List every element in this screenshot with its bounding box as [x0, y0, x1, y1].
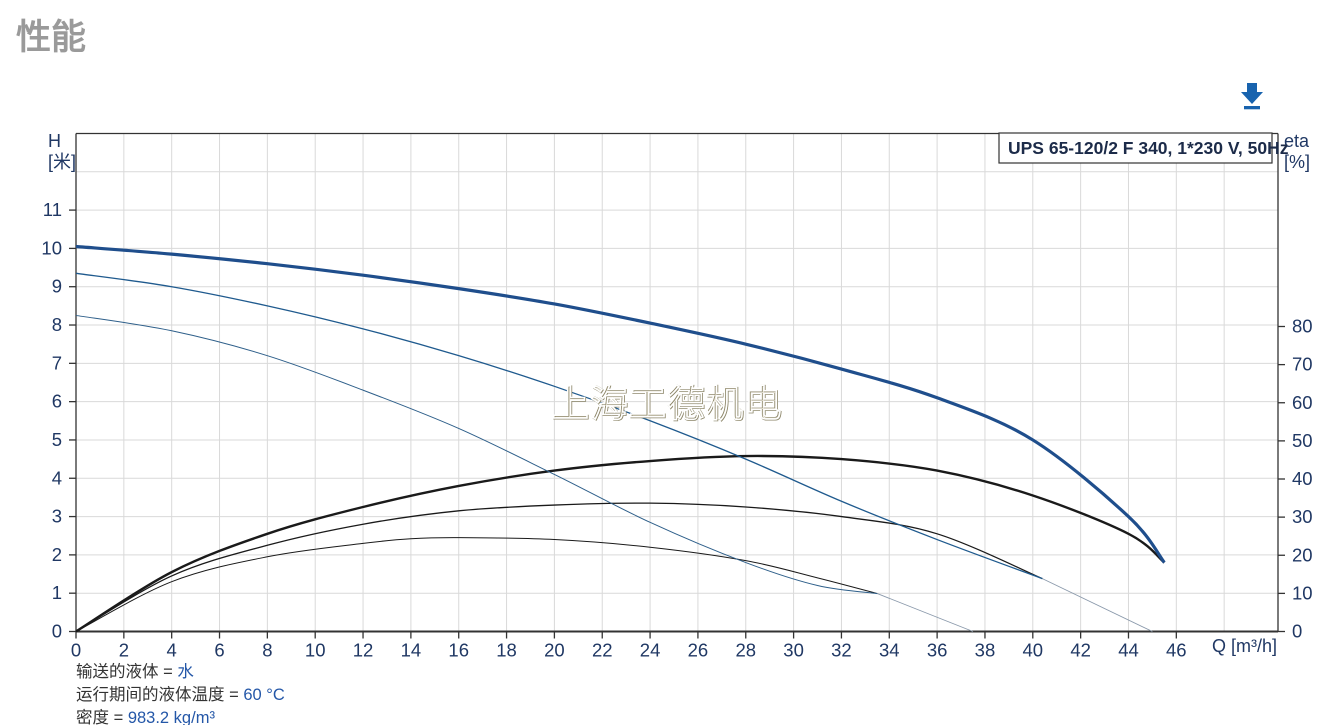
svg-text:9: 9	[52, 276, 62, 297]
svg-text:46: 46	[1166, 640, 1187, 661]
svg-text:18: 18	[496, 640, 517, 661]
svg-text:38: 38	[975, 640, 996, 661]
svg-text:16: 16	[448, 640, 469, 661]
svg-text:10: 10	[1292, 582, 1313, 603]
svg-text:[米]: [米]	[48, 152, 76, 172]
svg-text:6: 6	[52, 391, 62, 412]
svg-text:70: 70	[1292, 354, 1313, 375]
svg-text:34: 34	[879, 640, 900, 661]
svg-text:30: 30	[783, 640, 804, 661]
svg-text:50: 50	[1292, 430, 1313, 451]
svg-text:42: 42	[1070, 640, 1091, 661]
svg-text:80: 80	[1292, 316, 1313, 337]
svg-text:44: 44	[1118, 640, 1139, 661]
svg-text:4: 4	[167, 640, 177, 661]
svg-text:20: 20	[544, 640, 565, 661]
svg-text:6: 6	[214, 640, 224, 661]
svg-text:11: 11	[43, 199, 62, 220]
svg-text:0: 0	[71, 640, 81, 661]
svg-text:0: 0	[1292, 621, 1302, 642]
svg-text:8: 8	[52, 314, 62, 335]
svg-text:40: 40	[1023, 640, 1044, 661]
svg-text:5: 5	[52, 429, 62, 450]
svg-text:2: 2	[52, 544, 62, 565]
svg-text:4: 4	[52, 467, 62, 488]
svg-text:7: 7	[52, 352, 62, 373]
svg-text:10: 10	[305, 640, 326, 661]
svg-text:上海工德机电: 上海工德机电	[552, 383, 783, 424]
svg-text:28: 28	[735, 640, 756, 661]
svg-text:UPS 65-120/2 F 340, 1*230 V, 5: UPS 65-120/2 F 340, 1*230 V, 50Hz	[1008, 138, 1289, 158]
svg-text:1: 1	[52, 582, 62, 603]
svg-text:40: 40	[1292, 468, 1313, 489]
svg-text:8: 8	[262, 640, 272, 661]
svg-text:32: 32	[831, 640, 852, 661]
svg-text:3: 3	[52, 506, 62, 527]
svg-text:36: 36	[927, 640, 948, 661]
svg-text:10: 10	[41, 237, 62, 258]
svg-text:H: H	[48, 131, 61, 151]
svg-text:60: 60	[1292, 392, 1313, 413]
svg-text:14: 14	[401, 640, 422, 661]
svg-text:30: 30	[1292, 506, 1313, 527]
svg-text:24: 24	[640, 640, 661, 661]
svg-text:2: 2	[119, 640, 129, 661]
svg-text:26: 26	[688, 640, 709, 661]
svg-text:20: 20	[1292, 544, 1313, 565]
svg-text:22: 22	[592, 640, 613, 661]
svg-text:12: 12	[353, 640, 374, 661]
svg-text:0: 0	[52, 621, 62, 642]
svg-text:Q [m³/h]: Q [m³/h]	[1212, 636, 1277, 656]
